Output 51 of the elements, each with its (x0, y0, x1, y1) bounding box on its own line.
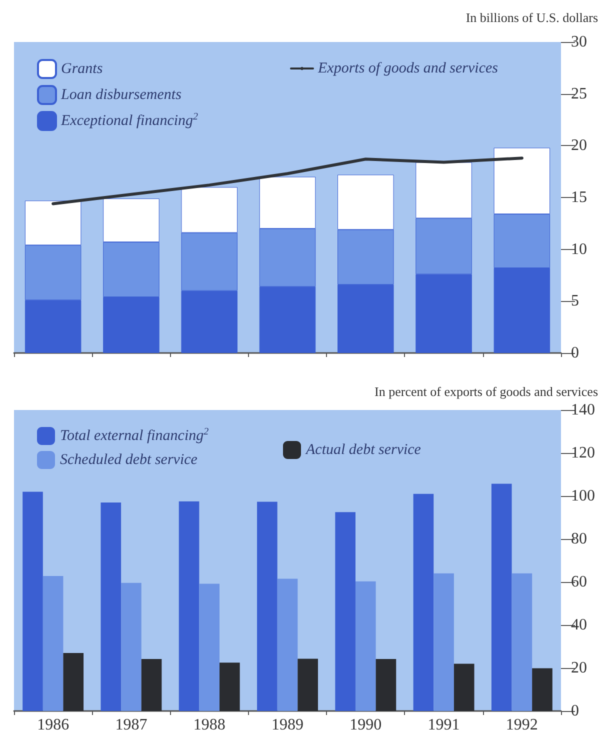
bar (199, 584, 220, 711)
y-tick-label: 140 (571, 402, 595, 418)
y-tick-label: 0 (571, 702, 579, 720)
bar (178, 501, 200, 711)
x-tick-label: 1992 (506, 716, 538, 734)
bar (532, 668, 552, 711)
bar (413, 494, 434, 711)
y-axis-title: In percent of exports of goods and services (374, 384, 598, 399)
legend-label: Exports of goods and services (317, 60, 498, 76)
bar (121, 582, 142, 711)
x-tick-label: 1987 (115, 716, 148, 734)
bar (298, 658, 318, 711)
y-tick-label: 25 (571, 85, 587, 102)
y-tick-label: 100 (571, 488, 595, 504)
bar (141, 658, 162, 711)
bar (257, 502, 278, 711)
bar (220, 662, 240, 711)
bar (42, 576, 64, 711)
x-tick-label: 1988 (193, 716, 226, 734)
y-tick-label: 80 (571, 530, 587, 548)
bar (512, 573, 532, 711)
y-tick-label: 60 (571, 574, 587, 590)
bar (277, 578, 298, 711)
y-tick-label: 30 (571, 34, 587, 50)
y-tick-label: 0 (571, 344, 579, 362)
bar (376, 658, 396, 711)
x-tick-label: 1989 (272, 716, 304, 734)
y-tick-label: 120 (571, 444, 595, 462)
legend-label: Loan disbursements (60, 87, 182, 103)
bar (355, 581, 376, 711)
y-tick-label: 20 (571, 660, 587, 676)
legend-label: Actual debt service (305, 442, 422, 458)
legend-label: Scheduled debt service (60, 452, 198, 468)
legend-label: Grants (61, 61, 103, 77)
bar (491, 484, 512, 711)
bar (63, 652, 84, 711)
line-series (52, 156, 524, 206)
y-tick-label: 20 (571, 137, 587, 154)
bar (100, 502, 122, 711)
x-tick-label: 1986 (37, 716, 70, 734)
bar (335, 512, 356, 711)
y-tick-label: 5 (571, 292, 579, 310)
bar (454, 664, 474, 711)
x-tick-label: 1991 (428, 716, 460, 734)
y-tick-label: 10 (571, 240, 587, 258)
y-axis-title: In billions of U.S. dollars (466, 10, 598, 25)
y-tick-label: 40 (571, 616, 587, 634)
bar (22, 492, 43, 711)
x-tick-label: 1990 (350, 716, 382, 734)
y-tick-label: 15 (571, 189, 587, 206)
bar (434, 573, 454, 711)
